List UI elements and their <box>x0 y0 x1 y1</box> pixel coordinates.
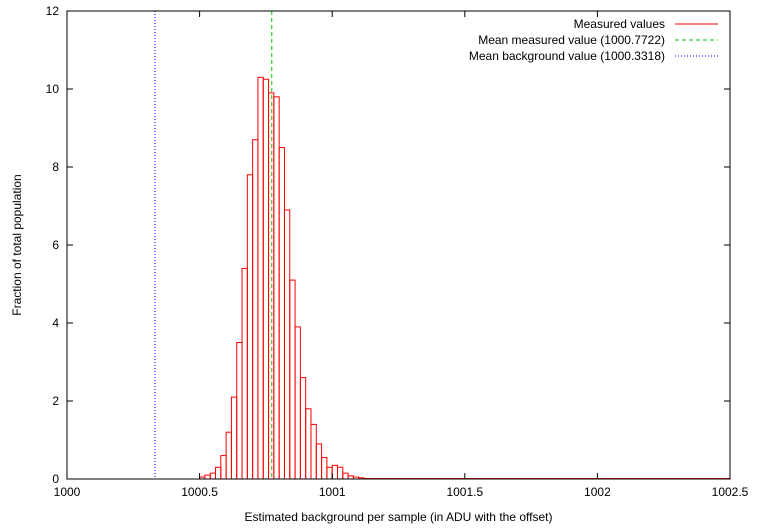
histogram-bar <box>241 267 248 480</box>
y-tick-label: 6 <box>52 238 59 252</box>
histogram-bar <box>268 92 275 480</box>
y-tick-label: 8 <box>52 160 59 174</box>
histogram-bar <box>236 342 243 480</box>
legend-mean-measured-label: Mean measured value (1000.7722) <box>478 33 665 47</box>
histogram-bar <box>225 431 232 480</box>
x-axis-ticks: 1000 1000.5 1001 1001.5 1002 1002.5 <box>54 11 749 499</box>
legend: Measured values Mean measured value (1000… <box>469 17 718 63</box>
histogram-bar <box>252 139 259 480</box>
histogram-bar <box>278 147 285 480</box>
histogram-bar <box>326 466 333 480</box>
x-axis-label: Estimated background per sample (in ADU … <box>245 510 553 524</box>
histogram-bar <box>315 443 323 480</box>
histogram-bar <box>262 78 270 480</box>
x-tick-label: 1002.5 <box>712 485 749 499</box>
mean-lines <box>154 11 273 479</box>
histogram-bar <box>283 209 291 480</box>
x-tick-label: 1000 <box>54 485 81 499</box>
histogram-bar <box>257 76 264 480</box>
x-tick-label: 1000.5 <box>181 485 218 499</box>
y-tick-label: 10 <box>46 82 60 96</box>
histogram-bar <box>230 396 238 480</box>
histogram-bar <box>331 464 339 480</box>
histogram-bar <box>294 326 301 480</box>
y-tick-label: 0 <box>52 472 59 486</box>
histogram-bar <box>342 472 349 480</box>
histogram-bar <box>289 279 296 480</box>
histogram-bar <box>299 377 307 480</box>
histogram-bar <box>273 96 280 480</box>
y-tick-label: 4 <box>52 316 59 330</box>
legend-mean-background-label: Mean background value (1000.3318) <box>469 49 665 63</box>
plot-frame <box>66 10 731 480</box>
histogram-bar <box>310 423 317 480</box>
x-tick-label: 1002 <box>584 485 611 499</box>
histogram-bar <box>321 457 328 480</box>
y-tick-label: 2 <box>52 394 59 408</box>
y-axis-ticks: 0 2 4 6 8 10 12 <box>46 4 730 486</box>
x-tick-label: 1001.5 <box>446 485 483 499</box>
histogram-bar <box>305 408 312 480</box>
histogram-bar <box>337 466 344 480</box>
histogram-bars <box>199 76 730 480</box>
x-tick-label: 1001 <box>319 485 346 499</box>
legend-measured-values-label: Measured values <box>574 17 665 31</box>
histogram-bar <box>204 474 211 480</box>
histogram-bar <box>215 466 222 480</box>
y-axis-label: Fraction of total population <box>10 174 24 315</box>
y-tick-label: 12 <box>46 4 60 18</box>
histogram-bar <box>220 455 227 480</box>
histogram-bar <box>246 174 254 480</box>
histogram-bar <box>209 472 217 480</box>
